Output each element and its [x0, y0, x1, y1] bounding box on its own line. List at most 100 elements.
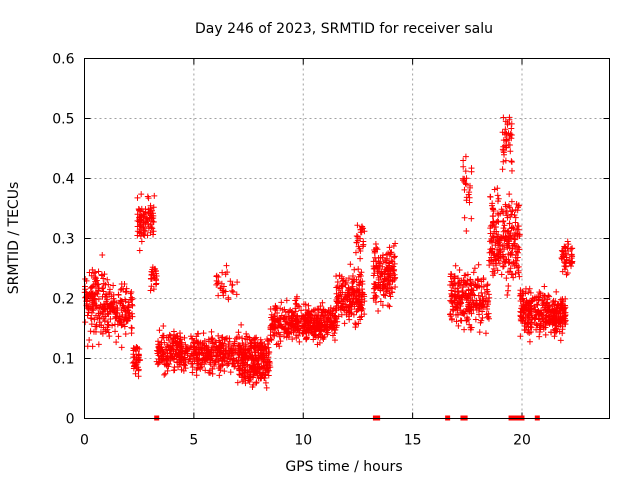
data-point [271, 329, 278, 336]
data-point [509, 271, 516, 278]
data-point [552, 329, 559, 336]
data-point [246, 336, 253, 343]
data-point [310, 336, 317, 343]
data-point [103, 328, 110, 335]
data-point [379, 254, 386, 261]
data-point [472, 303, 479, 310]
data-point [96, 315, 103, 322]
data-point [302, 327, 309, 334]
data-point [392, 284, 399, 291]
data-point [128, 301, 135, 308]
data-point [555, 323, 562, 330]
data-point [268, 336, 275, 343]
data-point [466, 194, 473, 201]
y-tick-label: 0.3 [52, 232, 74, 248]
data-point [355, 243, 362, 250]
data-point [356, 279, 363, 286]
data-point [164, 352, 171, 359]
data-point [225, 294, 232, 301]
data-point [502, 203, 509, 210]
data-point [262, 350, 269, 357]
data-point [266, 349, 273, 356]
data-point [215, 332, 222, 339]
data-point [378, 270, 385, 277]
data-point [86, 336, 93, 343]
data-point [229, 281, 236, 288]
data-point [352, 249, 359, 256]
data-point [470, 287, 477, 294]
data-point [391, 253, 398, 260]
data-point [164, 367, 171, 374]
data-point [481, 290, 488, 297]
data-point [509, 224, 516, 231]
data-point [175, 349, 182, 356]
data-point [147, 287, 154, 294]
data-point [448, 298, 455, 305]
data-point [386, 281, 393, 288]
data-point [506, 142, 513, 149]
data-point [211, 343, 218, 350]
data-point [242, 355, 249, 362]
data-point [526, 338, 533, 345]
data-point [495, 254, 502, 261]
data-point [94, 290, 101, 297]
data-point [372, 240, 379, 247]
data-point [119, 312, 126, 319]
data-point [112, 328, 119, 335]
data-point [347, 261, 354, 268]
data-point [288, 309, 295, 316]
data-point [230, 288, 237, 295]
data-point [491, 270, 498, 277]
data-point [561, 313, 568, 320]
data-point [333, 298, 340, 305]
data-point [452, 262, 459, 269]
data-point [137, 356, 144, 363]
data-point [170, 356, 177, 363]
data-point [133, 348, 140, 355]
data-point [371, 280, 378, 287]
data-point [526, 306, 533, 313]
data-point [462, 153, 469, 160]
data-point [448, 271, 455, 278]
data-point [128, 330, 135, 337]
data-point [333, 324, 340, 331]
data-point [159, 353, 166, 360]
data-point [132, 370, 139, 377]
data-point [484, 281, 491, 288]
data-point [82, 319, 89, 326]
data-point [152, 277, 159, 284]
data-point [95, 268, 102, 275]
data-point [390, 263, 397, 270]
data-point [534, 301, 541, 308]
data-point [522, 326, 529, 333]
data-point [235, 347, 242, 354]
data-point [303, 327, 310, 334]
data-point [351, 266, 358, 273]
data-point [253, 380, 260, 387]
data-point [479, 301, 486, 308]
data-point [216, 372, 223, 379]
data-point [200, 330, 207, 337]
data-point [276, 343, 283, 350]
data-point [123, 288, 130, 295]
data-point [84, 343, 91, 350]
data-point [333, 316, 340, 323]
data-point [387, 268, 394, 275]
data-point [160, 349, 167, 356]
data-point [527, 329, 534, 335]
data-point [294, 324, 301, 331]
data-point [99, 293, 106, 300]
data-point [355, 320, 362, 327]
data-point [148, 207, 155, 214]
data-point [512, 270, 519, 277]
data-point [116, 313, 123, 320]
data-point [519, 314, 526, 321]
data-point [480, 275, 487, 282]
data-point [501, 151, 508, 158]
data-point [262, 379, 269, 386]
data-point [470, 269, 477, 276]
data-point [484, 305, 491, 312]
data-point [461, 310, 468, 317]
data-point [110, 303, 117, 310]
data-point [496, 237, 503, 244]
